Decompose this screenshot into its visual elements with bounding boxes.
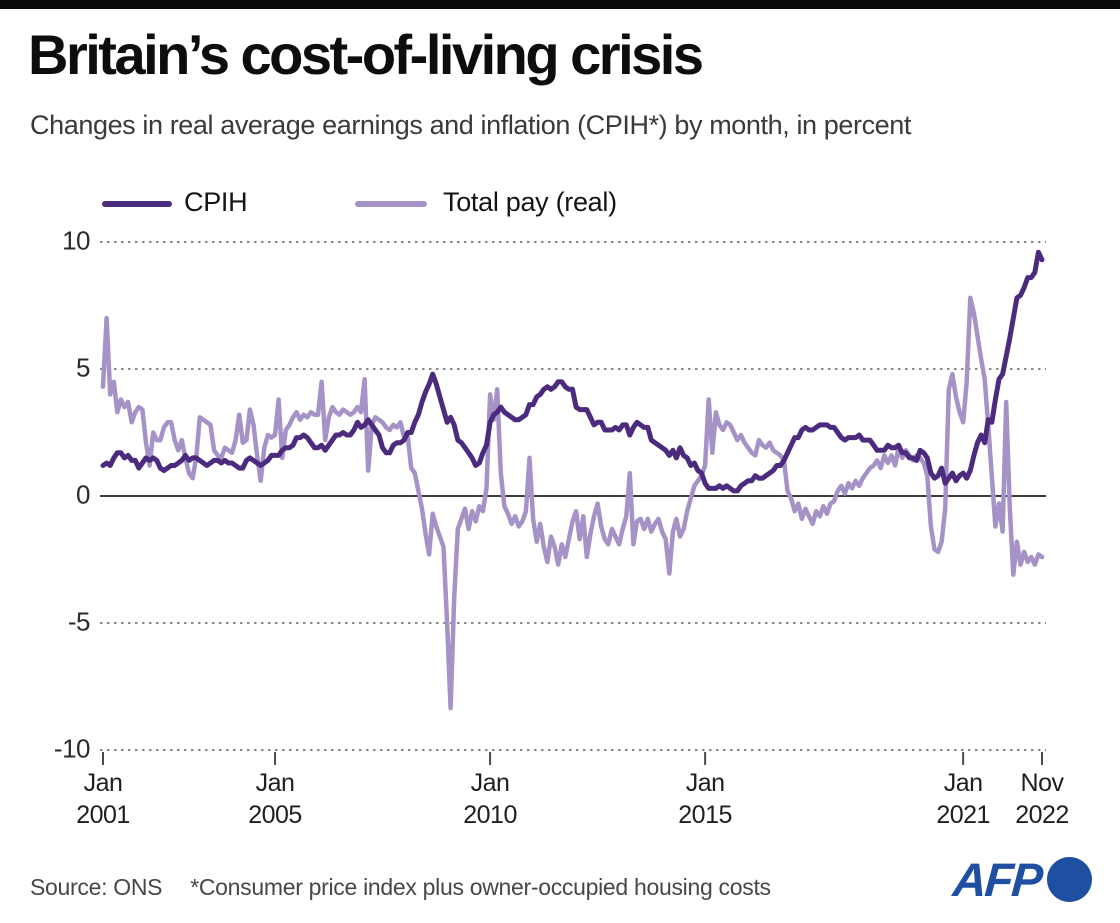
total-pay-line: [100, 295, 1045, 711]
y-axis-label: 5: [76, 352, 90, 383]
cpih-legend-swatch: [102, 201, 172, 207]
y-axis-label: -10: [53, 733, 91, 764]
page-subtitle: Changes in real average earnings and inf…: [30, 110, 912, 140]
top-accent-bar: [0, 0, 1120, 9]
total-pay-legend-swatch: [355, 201, 427, 207]
afp-logo: AFP: [951, 853, 1092, 906]
source-text: Source: ONS: [30, 874, 163, 900]
x-axis-label: Jan 2001: [76, 769, 130, 829]
y-axis-label: 10: [62, 225, 90, 256]
page-title: Britain’s cost-of-living crisis: [28, 23, 704, 86]
total-pay-legend-label: Total pay (real): [443, 187, 617, 217]
afp-logo-text: AFP: [951, 853, 1043, 906]
footnote-text: *Consumer price index plus owner-occupie…: [190, 874, 771, 900]
cpih-legend-label: CPIH: [184, 187, 248, 217]
afp-logo-circle-icon: [1047, 857, 1092, 902]
x-axis-label: Nov 2022: [1015, 769, 1069, 829]
y-axis-label: 0: [76, 479, 90, 510]
x-axis-label: Jan 2005: [248, 769, 302, 829]
source-line: Source: ONS *Consumer price index plus ow…: [30, 874, 771, 901]
x-axis-label: Jan 2010: [463, 769, 517, 829]
x-axis-label: Jan 2015: [678, 769, 732, 829]
y-axis-label: -5: [67, 606, 91, 637]
x-axis-label: Jan 2021: [936, 769, 990, 829]
cpih-line: [100, 249, 1045, 494]
